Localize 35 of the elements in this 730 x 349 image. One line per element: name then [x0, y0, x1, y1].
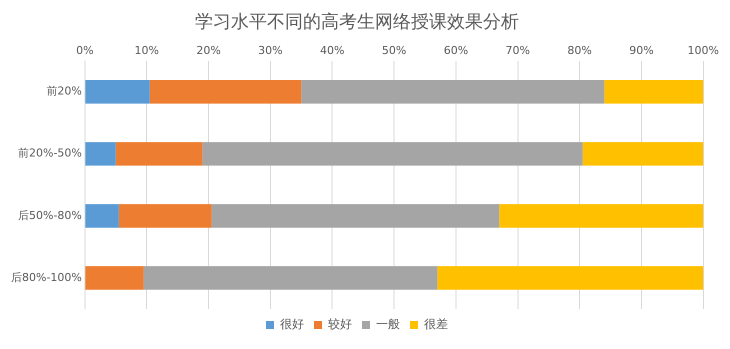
legend-label: 很好	[280, 317, 304, 332]
legend-label: 很差	[424, 317, 448, 332]
bar	[582, 142, 704, 166]
y-tick-label: 后80%-100%	[10, 270, 82, 284]
bar	[301, 80, 604, 104]
chart-title: 学习水平不同的高考生网络授课效果分析	[195, 11, 519, 32]
x-tick-label: 60%	[444, 44, 468, 58]
y-tick-label: 前20%	[46, 84, 82, 98]
legend-label: 较好	[328, 317, 352, 332]
bar	[118, 204, 212, 228]
x-tick-label: 50%	[382, 44, 406, 58]
y-tick-label: 前20%-50%	[18, 146, 82, 160]
bar	[85, 266, 144, 290]
x-tick-label: 20%	[196, 44, 221, 58]
bar	[150, 80, 302, 104]
bar	[116, 142, 202, 166]
x-tick-label: 10%	[134, 44, 159, 58]
bar	[212, 204, 500, 228]
bar	[499, 204, 704, 228]
bar	[202, 142, 583, 166]
bar	[604, 80, 704, 104]
x-tick-label: 100%	[688, 44, 720, 58]
bar	[144, 266, 438, 290]
y-tick-label: 后50%-80%	[18, 208, 82, 222]
x-tick-label: 40%	[320, 44, 344, 58]
legend-label: 一般	[376, 317, 400, 332]
bar	[85, 204, 119, 228]
x-tick-label: 80%	[567, 44, 592, 58]
x-tick-label: 70%	[506, 44, 530, 58]
x-tick-label: 0%	[76, 44, 94, 58]
x-tick-label: 30%	[258, 44, 283, 58]
bar	[85, 142, 116, 166]
bar	[85, 80, 150, 104]
x-tick-label: 90%	[629, 44, 654, 58]
bar	[437, 266, 704, 290]
